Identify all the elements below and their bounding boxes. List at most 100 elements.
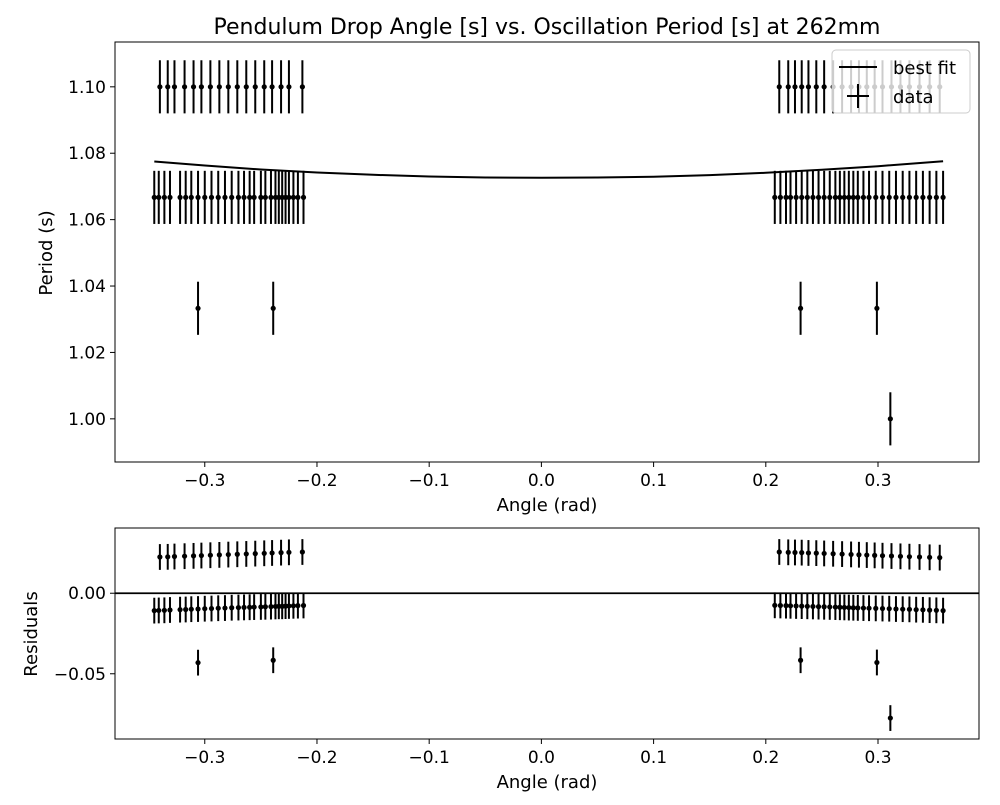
residual-data-point bbox=[920, 607, 926, 613]
residual-data-point bbox=[879, 605, 886, 612]
data-point bbox=[262, 194, 268, 200]
data-point bbox=[841, 194, 847, 200]
data-point bbox=[772, 194, 778, 200]
data-point bbox=[234, 84, 240, 90]
residual-data-point bbox=[933, 607, 939, 613]
data-point bbox=[215, 194, 221, 200]
residual-data-point bbox=[874, 659, 880, 666]
y-tick-label: 1.10 bbox=[68, 78, 106, 98]
data-point bbox=[157, 84, 163, 90]
residual-data-point bbox=[872, 552, 878, 558]
residual-data-point bbox=[810, 603, 816, 610]
residual-data-point bbox=[879, 553, 886, 559]
residual-x-tick-label: −0.3 bbox=[184, 748, 225, 768]
y-axis-label: Period (s) bbox=[36, 210, 57, 295]
residual-data-point bbox=[856, 552, 862, 558]
x-ticks: −0.3 −0.2 −0.1 0.0 0.1 0.2 0.3 bbox=[184, 462, 892, 491]
residual-data-point bbox=[183, 606, 189, 613]
residual-data-point bbox=[190, 553, 197, 559]
data-point bbox=[821, 194, 827, 200]
residual-data-point bbox=[916, 554, 923, 560]
residual-data-point bbox=[940, 608, 946, 614]
residual-data-point bbox=[792, 549, 798, 556]
residual-data-point bbox=[848, 551, 854, 558]
data-point bbox=[258, 194, 264, 200]
x-tick-label: −0.2 bbox=[296, 471, 337, 491]
legend-box bbox=[831, 49, 971, 114]
data-point bbox=[855, 194, 861, 200]
residual-data-point bbox=[198, 552, 204, 559]
residual-data-point bbox=[913, 607, 919, 613]
best-fit-line bbox=[154, 160, 944, 179]
residual-x-tick-label: 0.3 bbox=[864, 748, 891, 768]
data-point bbox=[792, 84, 798, 90]
residual-data-point bbox=[300, 602, 307, 609]
data-point bbox=[161, 194, 167, 200]
residual-data-point bbox=[873, 605, 879, 611]
x-tick-label: 0.1 bbox=[640, 471, 667, 491]
residual-data-point bbox=[839, 551, 845, 557]
data-point bbox=[251, 194, 257, 200]
residual-data-point bbox=[906, 554, 913, 560]
residual-data-point bbox=[785, 549, 791, 555]
residual-data-point bbox=[850, 605, 856, 611]
residual-data-point bbox=[897, 553, 904, 559]
residual-y-ticks: −0.05 0.00 bbox=[54, 584, 115, 685]
residual-data-point bbox=[295, 603, 301, 609]
data-point bbox=[860, 194, 867, 200]
residual-data-point bbox=[268, 604, 274, 610]
residual-data-point bbox=[846, 604, 852, 611]
data-point bbox=[787, 194, 794, 200]
residual-data-point bbox=[893, 606, 899, 612]
residual-x-tick-label: 0.0 bbox=[528, 748, 555, 768]
residual-data-point bbox=[207, 552, 213, 558]
residual-data-point bbox=[161, 607, 167, 613]
plot-area bbox=[114, 41, 980, 463]
y-tick-label: 1.06 bbox=[68, 211, 106, 231]
residual-data-point bbox=[243, 551, 249, 557]
data-point bbox=[827, 194, 833, 200]
residual-data-point bbox=[261, 550, 267, 556]
residual-x-tick-label: 0.2 bbox=[752, 748, 779, 768]
residual-data-point bbox=[827, 604, 833, 610]
residual-data-point bbox=[290, 603, 297, 609]
residual-data-point bbox=[787, 603, 794, 609]
residual-x-axis-label: Angle (rad) bbox=[497, 772, 598, 793]
residual-data-point bbox=[799, 603, 805, 609]
data-point bbox=[846, 194, 852, 200]
residual-data-point bbox=[286, 549, 292, 555]
chart-title: Pendulum Drop Angle [s] vs. Oscillation … bbox=[214, 15, 881, 40]
residual-data-point bbox=[202, 606, 208, 612]
data-point bbox=[290, 194, 297, 200]
x-tick-label: −0.3 bbox=[184, 471, 225, 491]
data-point bbox=[268, 194, 274, 200]
residual-data-point bbox=[866, 605, 872, 611]
data-point bbox=[893, 194, 899, 200]
data-point bbox=[866, 194, 872, 200]
data-point bbox=[222, 194, 228, 200]
data-point bbox=[874, 305, 880, 311]
data-point bbox=[247, 194, 253, 200]
residual-data-point bbox=[860, 605, 867, 611]
data-point bbox=[181, 84, 188, 90]
residual-data-point bbox=[157, 554, 163, 560]
residual-data-point bbox=[216, 552, 222, 558]
residual-y-tick-label: 0.00 bbox=[68, 584, 106, 604]
x-tick-label: 0.0 bbox=[528, 471, 555, 491]
residual-data-point bbox=[887, 715, 893, 721]
residual-data-point bbox=[225, 551, 231, 558]
data-point bbox=[799, 84, 805, 90]
residual-data-point bbox=[247, 604, 253, 610]
residual-data-point bbox=[165, 554, 171, 560]
residual-data-point bbox=[181, 553, 188, 559]
data-point bbox=[850, 194, 856, 200]
residual-data-point bbox=[286, 603, 292, 609]
data-point bbox=[799, 194, 805, 200]
data-point bbox=[785, 84, 791, 90]
data-point bbox=[900, 194, 906, 200]
residual-data-point bbox=[251, 604, 257, 610]
data-point bbox=[873, 194, 879, 200]
residual-data-point bbox=[832, 604, 838, 610]
residual-x-tick-label: 0.1 bbox=[640, 748, 667, 768]
residual-data-point bbox=[208, 605, 215, 612]
